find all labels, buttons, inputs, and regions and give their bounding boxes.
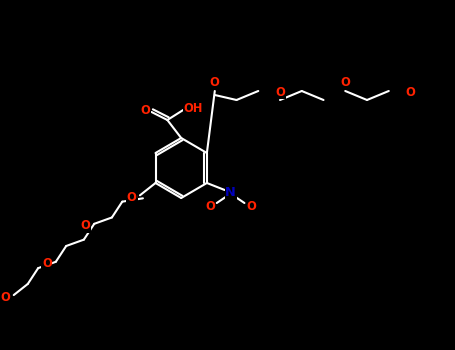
Text: O: O [0,290,10,303]
Text: O: O [210,77,220,90]
Text: O: O [205,199,215,212]
Text: O: O [81,219,90,232]
Text: O: O [210,77,220,90]
Text: O: O [247,199,256,212]
Text: O: O [127,191,137,204]
Text: O: O [126,191,136,204]
Text: N: N [225,187,236,199]
Text: O: O [405,85,415,98]
Text: O: O [42,257,52,270]
Text: OH: OH [183,102,203,114]
Text: O: O [141,104,151,117]
Text: O: O [340,77,350,90]
Text: O: O [275,85,285,98]
